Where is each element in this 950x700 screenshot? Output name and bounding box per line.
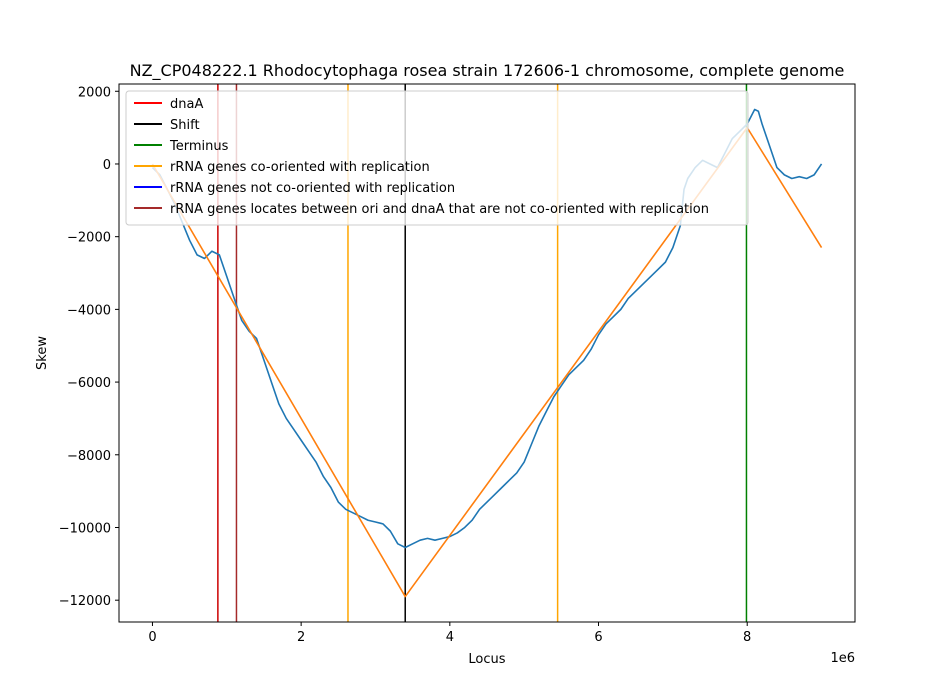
- axes-frame: [118, 83, 856, 623]
- y-tick-label-2: −2000: [67, 231, 111, 246]
- axes: 0 2 4 6 8 2000 0 −2000 −4000 −6000 −8000 −10000 −120…: [59, 83, 856, 645]
- y-tick-label-4: −6000: [67, 376, 111, 391]
- x-tick-label-1: 2: [297, 630, 305, 645]
- legend-label-3: rRNA genes co-oriented with replication: [170, 160, 430, 175]
- legend: dnaA Shift Terminus rRNA genes co-oriented …: [125, 90, 749, 226]
- legend-label-4: rRNA genes not co-oriented with replicat…: [170, 181, 455, 196]
- y-tick-label-1: 0: [103, 158, 111, 173]
- legend-label-0: dnaA: [170, 97, 203, 112]
- y-tick-label-3: −4000: [67, 303, 111, 318]
- x-axis-label: Locus: [468, 652, 505, 667]
- x-axis-offset-label: 1e6: [830, 651, 855, 666]
- x-tick-label-4: 8: [743, 630, 751, 645]
- x-tick-label-3: 6: [594, 630, 602, 645]
- series-line-1: [151, 126, 823, 598]
- y-axis-label: Skew: [35, 336, 50, 370]
- legend-label-1: Shift: [170, 118, 200, 133]
- x-tick-label-2: 4: [446, 630, 454, 645]
- y-tick-label-7: −12000: [59, 594, 111, 609]
- x-tick-label-0: 0: [148, 630, 156, 645]
- legend-label-2: Terminus: [169, 139, 229, 154]
- y-tick-label-6: −10000: [59, 521, 111, 536]
- y-tick-label-0: 2000: [78, 85, 111, 100]
- y-tick-label-5: −8000: [67, 449, 111, 464]
- chart-title: NZ_CP048222.1 Rhodocytophaga rosea strai…: [130, 61, 845, 81]
- legend-box: [125, 90, 749, 226]
- legend-label-5: rRNA genes locates between ori and dnaA …: [170, 202, 709, 217]
